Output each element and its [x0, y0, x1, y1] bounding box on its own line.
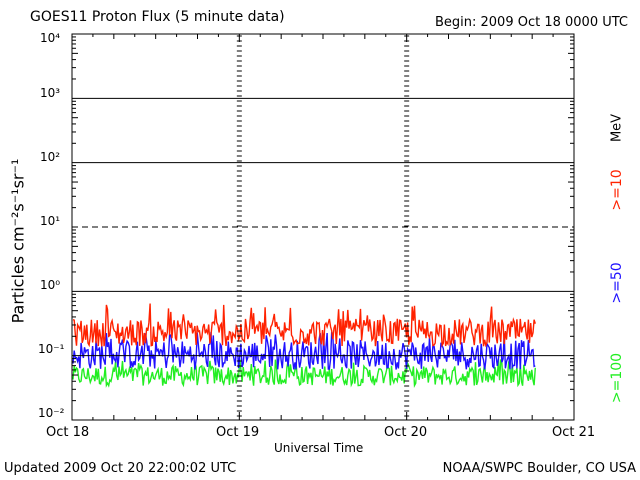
- x-axis-label: Universal Time: [274, 441, 364, 455]
- y-tick-1e0: 10⁰: [40, 278, 61, 292]
- updated-timestamp: Updated 2009 Oct 20 22:00:02 UTC: [4, 461, 237, 476]
- x-tick-oct18: Oct 18: [46, 425, 90, 440]
- begin-time: Begin: 2009 Oct 18 0000 UTC: [434, 15, 628, 30]
- series-layer: [72, 303, 536, 388]
- y-tick-1e-1: 10⁻¹: [38, 342, 65, 356]
- y-axis-label: Particles cm⁻²s⁻¹sr⁻¹: [8, 158, 28, 324]
- chart-title: GOES11 Proton Flux (5 minute data): [30, 9, 285, 25]
- y-tick-1e4: 10⁴: [40, 31, 61, 45]
- legend-ge50: >=50: [609, 262, 625, 304]
- series-line-ge10: [72, 303, 536, 348]
- y-tick-1e3: 10³: [40, 86, 61, 100]
- legend-ge10: >=10: [609, 169, 625, 211]
- y-tick-1e-2: 10⁻²: [38, 406, 65, 420]
- x-tick-oct20: Oct 20: [384, 425, 428, 440]
- credit-line: NOAA/SWPC Boulder, CO USA: [442, 461, 636, 476]
- tick-layer: [71, 34, 575, 420]
- series-line-ge100: [72, 358, 536, 388]
- y-tick-1e1: 10¹: [40, 214, 61, 228]
- x-tick-oct19: Oct 19: [216, 425, 260, 440]
- grid-layer: [72, 97, 574, 357]
- legend-ge100: >=100: [609, 352, 625, 404]
- x-tick-oct21: Oct 21: [552, 425, 596, 440]
- unit-label: MeV: [609, 113, 625, 143]
- series-line-ge50: [72, 331, 536, 370]
- y-tick-1e2: 10²: [40, 150, 61, 164]
